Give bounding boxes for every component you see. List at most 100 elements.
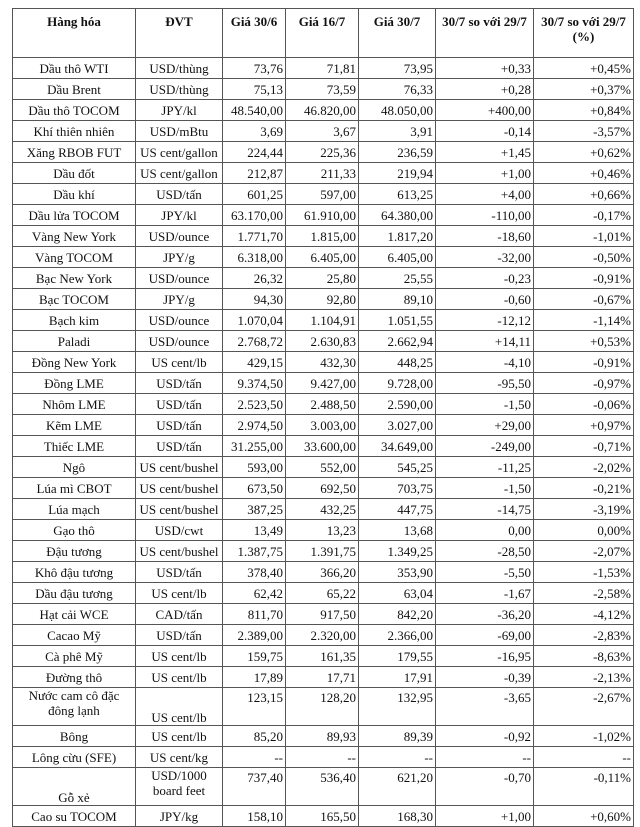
- table-row: Dầu lửa TOCOM JPY/kl 63.170,00 61.910,00 64.…: [12, 204, 634, 226]
- unit: USD/ounce: [135, 330, 223, 352]
- table-row: Nhôm LME USD/tấn 2.523,50 2.488,50 2.590,00-…: [12, 393, 634, 415]
- change-percent: -0,67%: [533, 288, 634, 310]
- price-16-7: 65,22: [285, 582, 359, 604]
- price-30-7: 76,33: [358, 78, 436, 100]
- change-percent: -2,02%: [533, 456, 634, 478]
- unit: US cent/lb: [135, 666, 223, 688]
- unit: US cent/lb: [135, 582, 223, 604]
- change: -110,00: [435, 204, 534, 226]
- price-30-7: 703,75: [358, 477, 436, 499]
- table-row: Lúa mì CBOT US cent/bushel 673,50 692,50 703…: [12, 477, 634, 499]
- price-30-6: 673,50: [222, 477, 286, 499]
- table-row: Gỗ xẻ USD/1000 board feet 737,40 536,40 621,…: [12, 767, 634, 806]
- price-30-7: 545,25: [358, 456, 436, 478]
- price-30-7: 1.817,20: [358, 225, 436, 247]
- change: -14,75: [435, 498, 534, 520]
- price-30-7: 219,94: [358, 162, 436, 184]
- commodity-name: Đồng LME: [12, 372, 136, 394]
- price-30-6: 737,40: [222, 767, 286, 806]
- change-percent: +0,84%: [533, 99, 634, 121]
- table-row: Cà phê Mỹ US cent/lb 159,75 161,35 179,55 -16…: [12, 645, 634, 667]
- change-percent: -0,11%: [533, 767, 634, 806]
- commodity-name: Dầu thô WTI: [12, 57, 136, 79]
- price-30-7: 63,04: [358, 582, 436, 604]
- unit: JPY/kl: [135, 204, 223, 226]
- change: +1,45: [435, 141, 534, 163]
- table-row: Bông US cent/lb 85,20 89,93 89,39 -0,92 -1,02%: [12, 725, 634, 747]
- commodity-name: Đậu tương: [12, 540, 136, 562]
- price-30-6: 159,75: [222, 645, 286, 667]
- header-change-percent: 30/7 so với 29/7 (%): [533, 8, 634, 58]
- unit: USD/tấn: [135, 372, 223, 394]
- change: -0,70: [435, 767, 534, 806]
- change-percent: -8,63%: [533, 645, 634, 667]
- price-30-7: 2.590,00: [358, 393, 436, 415]
- change: -5,50: [435, 561, 534, 583]
- unit: USD/1000 board feet: [135, 767, 223, 806]
- commodity-name: Paladi: [12, 330, 136, 352]
- change-percent: -0,97%: [533, 372, 634, 394]
- change-percent: -1,01%: [533, 225, 634, 247]
- unit: USD/thùng: [135, 57, 223, 79]
- change: 0,00: [435, 519, 534, 541]
- price-30-7: 353,90: [358, 561, 436, 583]
- commodity-name: Bạch kim: [12, 309, 136, 331]
- table-row: Dầu thô WTI USD/thùng 73,76 71,81 73,95 +0,33…: [12, 57, 634, 79]
- change: -0,60: [435, 288, 534, 310]
- price-30-7: 34.649,00: [358, 435, 436, 457]
- commodity-name: Nhôm LME: [12, 393, 136, 415]
- change-percent: -3,57%: [533, 120, 634, 142]
- table-row: Dầu Brent USD/thùng 75,13 73,59 76,33 +0,28 +0…: [12, 78, 634, 100]
- change-percent: -2,83%: [533, 624, 634, 646]
- price-16-7: 1.391,75: [285, 540, 359, 562]
- price-16-7: 2.630,83: [285, 330, 359, 352]
- change: -18,60: [435, 225, 534, 247]
- change: +0,33: [435, 57, 534, 79]
- price-30-7: 2.662,94: [358, 330, 436, 352]
- change: +1,00: [435, 162, 534, 184]
- unit: USD/tấn: [135, 183, 223, 205]
- unit: US cent/bushel: [135, 540, 223, 562]
- price-30-6: 31.255,00: [222, 435, 286, 457]
- change: +1,00: [435, 805, 534, 827]
- table-row: Vàng TOCOM JPY/g 6.318,00 6.405,00 6.405,00-…: [12, 246, 634, 268]
- price-30-7: 9.728,00: [358, 372, 436, 394]
- price-30-7: 13,68: [358, 519, 436, 541]
- change: -1,50: [435, 393, 534, 415]
- price-16-7: 6.405,00: [285, 246, 359, 268]
- change-percent: -2,58%: [533, 582, 634, 604]
- price-30-7: 2.366,00: [358, 624, 436, 646]
- price-30-7: 89,10: [358, 288, 436, 310]
- unit: US cent/bushel: [135, 498, 223, 520]
- unit: JPY/g: [135, 288, 223, 310]
- price-30-6: 26,32: [222, 267, 286, 289]
- unit: USD/tấn: [135, 393, 223, 415]
- price-30-6: 17,89: [222, 666, 286, 688]
- unit: US cent/gallon: [135, 162, 223, 184]
- price-30-6: 212,87: [222, 162, 286, 184]
- commodity-name: Hạt cải WCE: [12, 603, 136, 625]
- price-30-7: 168,30: [358, 805, 436, 827]
- commodity-name: Dầu đốt: [12, 162, 136, 184]
- change-percent: -1,02%: [533, 725, 634, 747]
- change: --: [435, 746, 534, 768]
- change: -0,39: [435, 666, 534, 688]
- commodity-name: Lông cừu (SFE): [12, 746, 136, 768]
- price-30-6: --: [222, 746, 286, 768]
- commodity-name: Bạc New York: [12, 267, 136, 289]
- change: -11,25: [435, 456, 534, 478]
- price-16-7: 536,40: [285, 767, 359, 806]
- price-30-6: 158,10: [222, 805, 286, 827]
- commodity-name: Ngô: [12, 456, 136, 478]
- table-row: Paladi USD/ounce 2.768,72 2.630,83 2.662,94 +…: [12, 330, 634, 352]
- price-30-7: 1.051,55: [358, 309, 436, 331]
- header-unit: ĐVT: [135, 8, 223, 58]
- unit: USD/mBtu: [135, 120, 223, 142]
- commodity-name: Dầu thô TOCOM: [12, 99, 136, 121]
- change-percent: -0,91%: [533, 351, 634, 373]
- table-row: Dầu đậu tương US cent/lb 62,42 65,22 63,04 -1…: [12, 582, 634, 604]
- header-price-30-7: Giá 30/7: [358, 8, 436, 58]
- price-30-6: 1.387,75: [222, 540, 286, 562]
- price-30-6: 429,15: [222, 351, 286, 373]
- table-row: Hạt cải WCE CAD/tấn 811,70 917,50 842,20 -36,…: [12, 603, 634, 625]
